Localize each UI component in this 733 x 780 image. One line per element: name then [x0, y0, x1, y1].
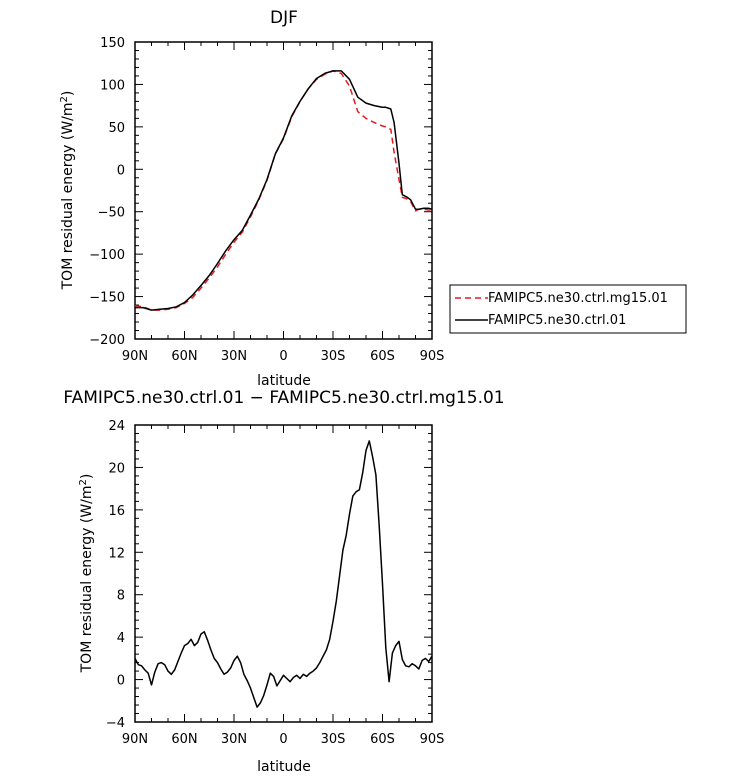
- y-tick-label: −50: [98, 206, 125, 221]
- x-tick-label: 60S: [370, 732, 395, 747]
- x-tick-label: 30N: [221, 732, 247, 747]
- x-tick-label: 60N: [171, 349, 197, 364]
- series-line-djf-1: [135, 70, 433, 311]
- x-axis-difference: 90N 60N 30N 0 30S 60S 90S: [122, 425, 445, 747]
- chart-title-difference: FAMIPC5.ne30.ctrl.01 − FAMIPC5.ne30.ctrl…: [63, 388, 504, 408]
- legend-box: [449, 284, 687, 334]
- panel-djf: DJF −200 −150 −100 −50 0 50 100 150 90N 60N 30N 0 3…: [59, 8, 444, 389]
- y-axis-djf: −200 −150 −100 −50 0 50 100 150: [89, 36, 432, 348]
- x-tick-label: 30N: [221, 349, 247, 364]
- chart-title-djf: DJF: [270, 8, 298, 28]
- y-axis-title-djf: TOM residual energy (W/m2): [59, 91, 76, 291]
- x-axis-title-djf: latitude: [257, 373, 311, 389]
- series-line-djf-0: [134, 70, 432, 311]
- legend: FAMIPC5.ne30.ctrl.mg15.01 FAMIPC5.ne30.c…: [449, 284, 687, 334]
- series-line-difference-0: [134, 440, 433, 708]
- legend-label-mg15: FAMIPC5.ne30.ctrl.mg15.01: [488, 291, 668, 306]
- y-tick-label: 100: [100, 78, 125, 93]
- y-tick-label: 0: [117, 163, 125, 178]
- y-tick-label: 150: [100, 36, 125, 51]
- y-tick-label: −200: [89, 333, 125, 348]
- x-tick-label: 90S: [420, 349, 445, 364]
- x-tick-label: 90N: [122, 349, 148, 364]
- y-tick-label: −150: [89, 291, 125, 306]
- x-tick-label: 60N: [171, 732, 197, 747]
- y-tick-label: −4: [106, 716, 125, 731]
- y-tick-label: 50: [108, 121, 125, 136]
- x-tick-label: 90S: [420, 732, 445, 747]
- x-tick-label: 0: [279, 349, 287, 364]
- plot-frame-difference: [134, 424, 433, 723]
- y-tick-label: 16: [108, 504, 125, 519]
- plot-frame-djf: [134, 41, 433, 340]
- x-tick-label: 90N: [122, 732, 148, 747]
- y-tick-label: 20: [108, 461, 125, 476]
- y-tick-label: 0: [117, 674, 125, 689]
- x-tick-label: 0: [279, 732, 287, 747]
- y-axis-difference: −4 0 4 8 12 16 20 24: [106, 419, 432, 731]
- y-tick-label: −100: [89, 248, 125, 263]
- y-tick-label: 4: [117, 631, 125, 646]
- y-axis-title-difference: TOM residual energy (W/m2): [78, 474, 95, 674]
- series-lines-djf: [134, 70, 433, 311]
- series-lines-difference: [134, 440, 433, 708]
- x-axis-title-difference: latitude: [257, 759, 311, 775]
- y-tick-label: 8: [117, 589, 125, 604]
- legend-label-ctrl: FAMIPC5.ne30.ctrl.01: [488, 313, 626, 328]
- x-tick-label: 30S: [321, 349, 346, 364]
- y-tick-label: 24: [108, 419, 125, 434]
- x-axis-djf: 90N 60N 30N 0 30S 60S 90S: [122, 42, 445, 364]
- x-tick-label: 30S: [321, 732, 346, 747]
- y-tick-label: 12: [108, 546, 125, 561]
- x-tick-label: 60S: [370, 349, 395, 364]
- panel-difference: FAMIPC5.ne30.ctrl.01 − FAMIPC5.ne30.ctrl…: [63, 388, 504, 775]
